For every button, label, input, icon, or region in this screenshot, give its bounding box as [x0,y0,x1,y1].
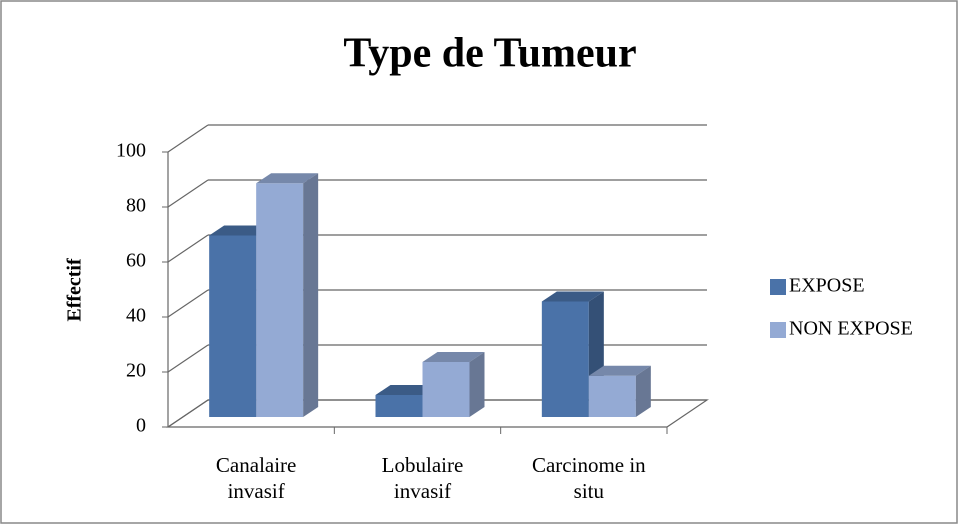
bar-side [303,173,319,417]
y-tick-label: 0 [136,415,146,437]
bar-front [209,235,257,417]
y-tick-label: 20 [126,360,146,382]
bar-front [375,395,423,417]
bar-front [541,301,589,417]
legend-swatch [770,279,786,295]
legend-swatch [770,322,786,338]
y-tick-label: 100 [116,140,146,162]
bar-front [588,375,636,417]
bar-top [375,385,438,395]
grid-line [167,179,209,208]
bar-side [469,352,485,417]
y-tick-label: 60 [126,250,146,272]
y-tick-label: 80 [126,195,146,217]
grid-line [167,289,209,318]
grid-line [167,399,209,428]
grid-line [167,234,209,263]
bar-top [541,291,604,302]
x-tick-label: Canalaire invasif [215,453,297,503]
bar [588,365,651,417]
bar-top [422,352,485,362]
legend-label: EXPOSE [789,275,865,297]
bar [256,173,319,417]
x-tick-label: Lobulaire invasif [381,453,464,503]
legend-label: NON EXPOSE [789,318,913,340]
bar-top [209,225,272,236]
bar [422,352,485,417]
x-tick-label: Carcinome in situ [531,453,646,503]
bar-top [256,173,319,184]
grid-line [167,344,209,373]
grid-line [167,124,209,153]
y-tick-label: 40 [126,305,146,327]
bar-front [422,362,470,417]
bar-side [635,365,651,417]
y-axis-title: Effectif [64,258,86,322]
bar-top [588,365,651,376]
chart-title: Type de Tumeur [343,31,636,77]
bar-front [256,183,304,417]
